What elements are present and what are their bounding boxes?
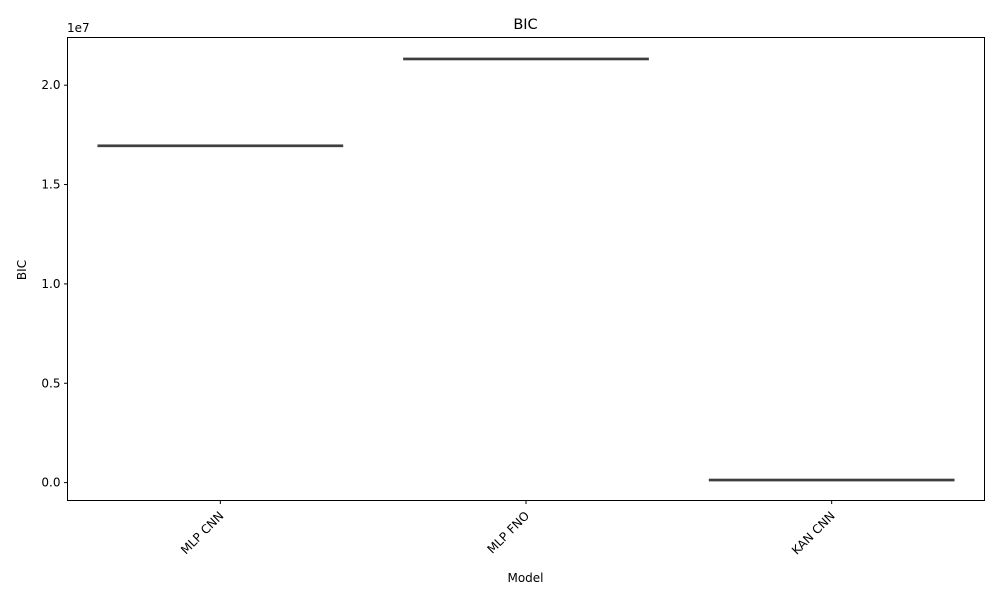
x-axis-label: Model [507,571,543,585]
y-axis-label: BIC [15,260,29,280]
box-mlp-fno [403,57,649,61]
y-offset-label: 1e7 [67,21,90,35]
x-tick-label: MLP CNN [178,509,226,557]
box-kan-cnn [708,478,955,482]
x-tick-label: MLP FNO [484,509,532,557]
chart-title: BIC [513,17,537,33]
x-tick-label: KAN CNN [789,509,838,558]
y-tick-label: 1.0 [41,277,60,291]
y-tick-label: 0.0 [41,476,60,490]
box-mlp-cnn [97,144,344,148]
plot-frame [67,37,985,501]
y-tick-label: 1.5 [41,178,60,192]
y-tick-label: 2.0 [41,78,60,92]
y-tick-label: 0.5 [41,376,60,390]
